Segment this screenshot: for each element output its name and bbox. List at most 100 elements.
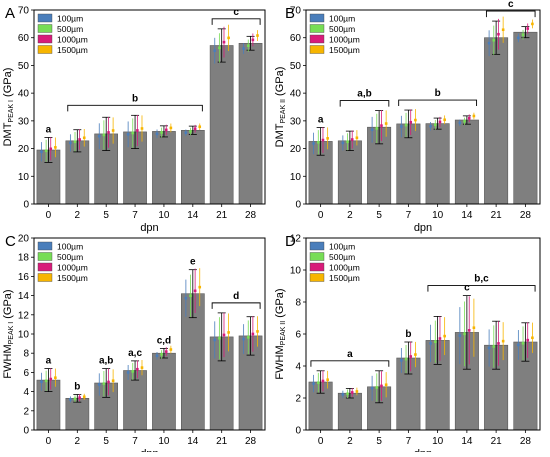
x-tick-label: 14 — [187, 210, 199, 221]
series-point-1000um — [49, 377, 53, 381]
significance-label: b — [74, 381, 80, 392]
y-tick-label: 70 — [290, 6, 302, 17]
x-tick-label: 0 — [318, 210, 324, 221]
x-tick-label: 10 — [432, 210, 444, 221]
series-point-100um — [400, 359, 403, 362]
series-point-100um — [487, 346, 491, 350]
y-axis-label-main: DMT — [2, 122, 14, 146]
series-point-500um — [521, 33, 525, 37]
series-point-500um — [189, 294, 192, 298]
x-axis-label: dpn — [414, 222, 432, 234]
series-point-1500um — [227, 331, 230, 334]
y-tick-label: 50 — [18, 61, 30, 72]
y-tick-label: 2 — [23, 406, 29, 417]
series-point-1000um — [222, 333, 226, 337]
x-tick-label: 10 — [432, 436, 444, 447]
series-point-100um — [341, 141, 345, 145]
series-point-500um — [102, 382, 106, 385]
y-tick-label: 60 — [18, 33, 30, 44]
series-point-1500um — [355, 390, 359, 393]
series-point-500um — [246, 336, 250, 339]
series-point-500um — [463, 119, 466, 123]
y-tick-label: 16 — [18, 272, 30, 283]
y-tick-label: 0 — [295, 426, 301, 437]
legend-swatch-1000um — [309, 34, 325, 44]
series-point-1500um — [140, 366, 144, 369]
series-point-500um — [44, 379, 48, 383]
series-point-1000um — [49, 147, 53, 151]
y-tick-label: 30 — [290, 116, 302, 127]
series-point-1000um — [78, 396, 81, 399]
series-point-1500um — [169, 126, 173, 130]
series-point-1500um — [531, 22, 534, 26]
x-tick-label: 0 — [318, 436, 324, 447]
series-point-1500um — [472, 114, 476, 118]
y-axis-label-main: FWHM — [2, 344, 14, 378]
series-point-1500um — [414, 118, 417, 122]
series-point-500um — [218, 46, 221, 50]
significance-bracket — [427, 285, 536, 292]
panel-letter-a: A — [5, 5, 15, 22]
series-point-1500um — [256, 34, 259, 37]
series-point-500um — [316, 381, 320, 385]
series-point-1000um — [350, 391, 354, 394]
legend-swatch-100um — [309, 241, 325, 251]
y-axis-label: DMTPEAK II (GPa) — [274, 67, 287, 148]
significance-label: b — [405, 329, 411, 340]
series-point-500um — [521, 342, 525, 345]
significance-label: d — [233, 291, 239, 302]
legend-swatch-1000um — [309, 262, 325, 272]
y-tick-label: 10 — [18, 172, 30, 183]
series-point-1000um — [321, 379, 325, 383]
series-point-100um — [429, 124, 432, 128]
x-tick-label: 7 — [406, 436, 412, 447]
x-tick-label: 2 — [347, 436, 353, 447]
series-point-1000um — [136, 367, 139, 371]
series-point-1000um — [222, 40, 226, 44]
bar-14 — [454, 119, 479, 205]
x-tick-label: 5 — [376, 436, 382, 447]
panel-letter-c: C — [5, 233, 16, 250]
y-tick-label: 0 — [23, 426, 29, 437]
x-tick-label: 0 — [46, 436, 52, 447]
series-point-100um — [400, 125, 403, 128]
series-point-100um — [312, 142, 315, 145]
legend-swatch-1000um — [37, 262, 53, 272]
y-tick-label: 20 — [290, 144, 302, 155]
y-tick-label: 40 — [290, 89, 302, 100]
series-point-100um — [184, 296, 188, 300]
series-point-1500um — [140, 127, 144, 130]
y-tick-label: 10 — [290, 172, 302, 183]
y-tick-label: 30 — [18, 116, 30, 127]
legend-swatch-100um — [37, 241, 53, 251]
legend-label-1500um: 1500µm — [329, 273, 360, 283]
series-point-100um — [155, 354, 159, 358]
legend-swatch-100um — [309, 13, 325, 23]
x-tick-label: 28 — [245, 436, 257, 447]
x-tick-label: 2 — [347, 210, 353, 221]
y-tick-label: 60 — [290, 33, 302, 44]
series-point-500um — [433, 123, 437, 127]
series-point-1500um — [531, 336, 534, 340]
bar-28 — [238, 42, 263, 205]
series-point-1500um — [54, 376, 57, 379]
y-axis-label-unit: (GPa) — [274, 288, 286, 320]
panel-c: C 0 2 4 6 8 10 12 14 16 18 20 0 2 5 7 10 14 21 28 dpn FWHMPEA… — [2, 233, 266, 457]
x-tick-label: 21 — [491, 210, 503, 221]
series-point-1500um — [54, 146, 57, 149]
x-axis-label: dpn — [414, 448, 432, 452]
series-point-100um — [69, 398, 72, 401]
series-point-1000um — [251, 38, 255, 42]
series-point-1500um — [414, 353, 417, 356]
significance-label: b — [132, 93, 138, 104]
x-tick-label: 28 — [245, 210, 257, 221]
y-axis-label-unit: (GPa) — [274, 67, 286, 99]
legend-label-500um: 500µm — [57, 24, 83, 34]
series-point-100um — [97, 134, 101, 138]
series-point-100um — [126, 371, 130, 374]
axes-frame — [305, 9, 541, 205]
x-tick-label: 5 — [103, 210, 109, 221]
series-point-500um — [433, 340, 437, 344]
series-point-1000um — [350, 138, 354, 141]
y-axis-label: FWHMPEAK II (GPa) — [274, 288, 287, 379]
